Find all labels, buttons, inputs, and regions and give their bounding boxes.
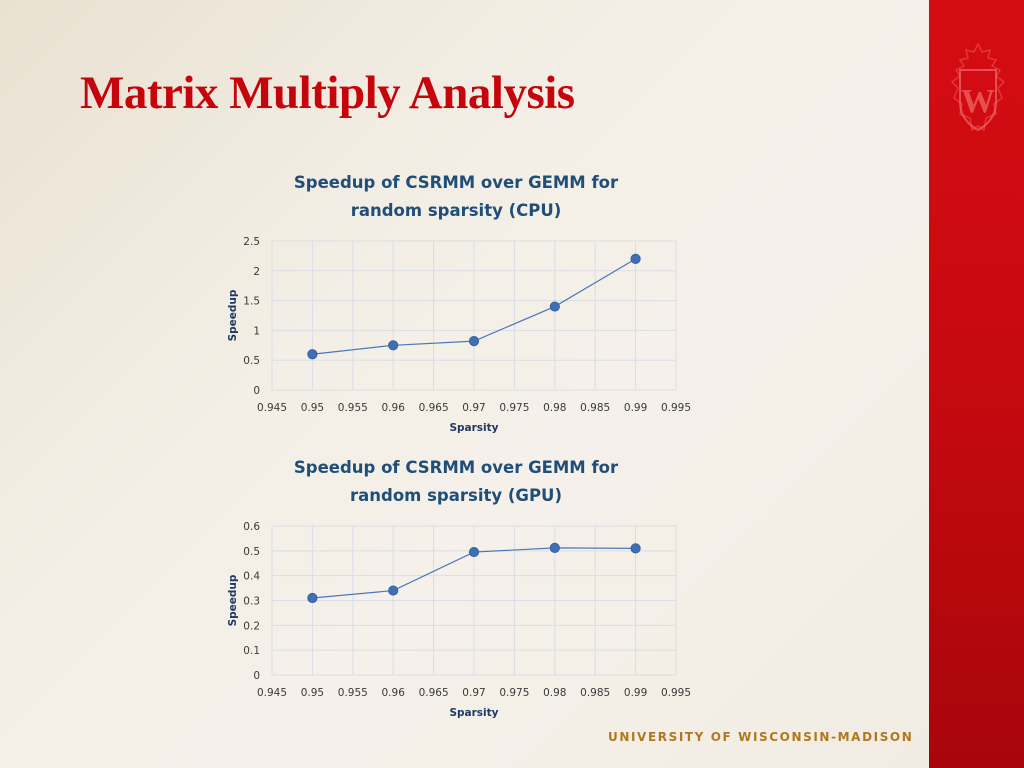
y-tick-label: 0.2 bbox=[243, 620, 260, 632]
y-tick-label: 0 bbox=[253, 385, 260, 397]
x-tick-label: 0.98 bbox=[543, 402, 566, 414]
x-tick-label: 0.965 bbox=[419, 687, 449, 699]
y-tick-label: 1 bbox=[253, 325, 260, 337]
y-tick-label: 0.5 bbox=[243, 546, 260, 558]
chart-title-line: Speedup of CSRMM over GEMM for bbox=[294, 173, 619, 192]
y-tick-label: 0 bbox=[253, 670, 260, 682]
data-point bbox=[388, 340, 399, 351]
x-axis-label: Sparsity bbox=[449, 422, 498, 434]
x-tick-label: 0.95 bbox=[301, 402, 324, 414]
chart-title-line: random sparsity (CPU) bbox=[351, 201, 562, 220]
y-axis-label: Speedup bbox=[227, 574, 239, 626]
y-tick-label: 2.5 bbox=[243, 236, 260, 248]
x-tick-label: 0.99 bbox=[624, 687, 647, 699]
x-tick-label: 0.96 bbox=[382, 402, 406, 414]
chart-cpu: Speedup of CSRMM over GEMM for random spa… bbox=[227, 173, 691, 434]
x-tick-label: 0.98 bbox=[543, 687, 566, 699]
x-tick-label: 0.97 bbox=[462, 687, 485, 699]
x-tick-label: 0.985 bbox=[580, 402, 610, 414]
x-tick-label: 0.975 bbox=[499, 402, 529, 414]
slide-background bbox=[0, 0, 929, 768]
x-tick-label: 0.96 bbox=[382, 687, 406, 699]
x-tick-label: 0.945 bbox=[257, 402, 287, 414]
x-tick-label: 0.995 bbox=[661, 687, 691, 699]
x-tick-label: 0.965 bbox=[419, 402, 449, 414]
y-tick-label: 0.3 bbox=[243, 596, 260, 608]
data-point bbox=[307, 592, 318, 604]
uw-crest-icon: W bbox=[950, 42, 1006, 132]
svg-text:W: W bbox=[961, 83, 995, 120]
data-point bbox=[468, 336, 480, 347]
y-axis-label: Speedup bbox=[227, 289, 239, 341]
x-tick-label: 0.99 bbox=[624, 402, 647, 414]
chart-gpu: Speedup of CSRMM over GEMM for random spa… bbox=[227, 458, 691, 719]
x-tick-label: 0.985 bbox=[580, 687, 610, 699]
data-point bbox=[307, 349, 318, 360]
x-tick-label: 0.97 bbox=[462, 402, 485, 414]
y-tick-label: 0.4 bbox=[243, 571, 260, 583]
x-tick-label: 0.955 bbox=[338, 402, 368, 414]
footer-university: UNIVERSITY OF WISCONSIN-MADISON bbox=[608, 730, 914, 744]
y-tick-label: 1.5 bbox=[243, 296, 260, 308]
data-point bbox=[630, 543, 641, 554]
y-tick-label: 0.6 bbox=[243, 521, 260, 533]
x-tick-label: 0.995 bbox=[661, 402, 691, 414]
chart-title-line: random sparsity (GPU) bbox=[350, 486, 562, 505]
y-tick-label: 0.1 bbox=[243, 645, 260, 657]
data-point bbox=[549, 301, 560, 312]
x-tick-label: 0.955 bbox=[338, 687, 368, 699]
data-point bbox=[388, 585, 399, 596]
x-tick-label: 0.975 bbox=[499, 687, 529, 699]
data-point bbox=[468, 546, 480, 558]
slide-title: Matrix Multiply Analysis bbox=[80, 67, 575, 119]
chart-title-line: Speedup of CSRMM over GEMM for bbox=[294, 458, 619, 477]
x-axis-label: Sparsity bbox=[449, 707, 498, 719]
x-tick-label: 0.945 bbox=[257, 687, 287, 699]
data-point bbox=[630, 253, 641, 264]
y-tick-label: 0.5 bbox=[243, 355, 260, 367]
data-point bbox=[549, 542, 560, 553]
y-tick-label: 2 bbox=[253, 266, 260, 278]
x-tick-label: 0.95 bbox=[301, 687, 324, 699]
